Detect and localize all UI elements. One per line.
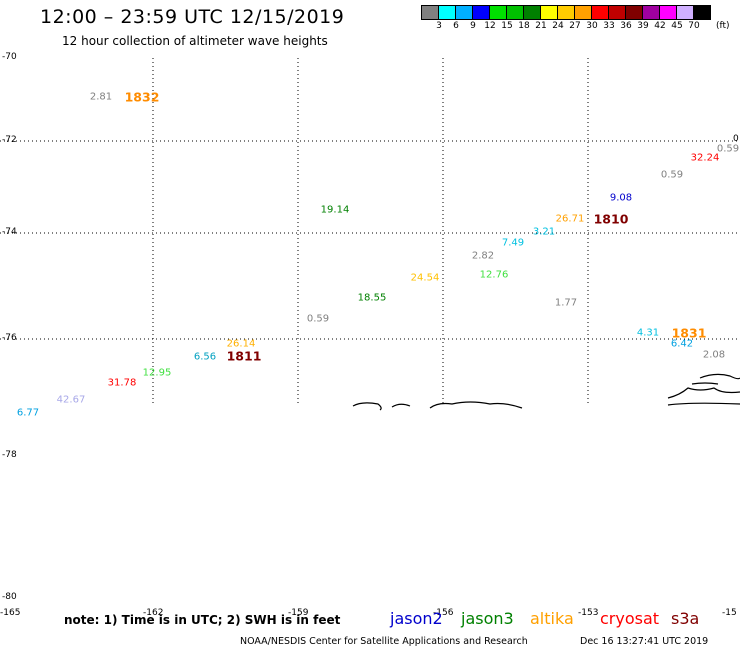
wave-height-label: 18.55 <box>357 292 387 304</box>
pass-time-label: 1832 <box>124 89 160 105</box>
scale-tick-label: 15 <box>501 21 513 31</box>
wave-height-label: 9.08 <box>609 192 633 204</box>
lon-label: -153 <box>578 608 599 618</box>
pass-time-label: 1811 <box>226 348 262 364</box>
footnote: note: 1) Time is in UTC; 2) SWH is in fe… <box>64 613 341 627</box>
scale-tick-label: 12 <box>484 21 496 31</box>
lat-label: -72 <box>2 135 17 145</box>
pass-time-label: 1810 <box>593 211 629 227</box>
scale-tick-label: 27 <box>569 21 581 31</box>
wave-height-label: 4.31 <box>636 327 660 339</box>
wave-height-label: 0.59 <box>716 143 740 155</box>
color-scale-bar <box>421 5 711 20</box>
scale-tick-label: 6 <box>453 21 459 31</box>
credit-line: NOAA/NESDIS Center for Satellite Applica… <box>240 636 528 647</box>
lat-label: -74 <box>2 227 17 237</box>
wave-height-label: 2.81 <box>89 91 113 103</box>
wave-height-label: 3.21 <box>532 226 556 238</box>
scale-tick-label: 45 <box>671 21 683 31</box>
wave-height-label: 12.76 <box>479 269 509 281</box>
satellite-legend-jason3: jason3 <box>461 609 514 628</box>
lat-label: -80 <box>2 592 17 602</box>
wave-height-label: 0.59 <box>660 169 684 181</box>
scale-tick-label: 30 <box>586 21 598 31</box>
wave-height-label: 42.67 <box>56 394 86 406</box>
wave-height-label: 26.14 <box>226 338 256 350</box>
scale-tick-label: 24 <box>552 21 564 31</box>
satellite-legend-altika: altika <box>530 609 574 628</box>
wave-height-label: 2.08 <box>702 349 726 361</box>
wave-height-label: 2.82 <box>471 250 495 262</box>
lon-label: -165 <box>0 608 21 618</box>
scale-tick-label: 42 <box>654 21 666 31</box>
satellite-legend-cryosat: cryosat <box>600 609 660 628</box>
scale-swatch <box>693 5 711 20</box>
wave-height-label: 12.95 <box>142 367 172 379</box>
scale-tick-label: 36 <box>620 21 632 31</box>
lat-label: -78 <box>2 450 17 460</box>
scale-tick-label: 18 <box>518 21 530 31</box>
clipped-label: 0 <box>733 134 739 144</box>
lon-label: -15 <box>722 608 737 618</box>
scale-tick-label: 21 <box>535 21 547 31</box>
scale-tick-label: 39 <box>637 21 649 31</box>
wave-height-label: 31.78 <box>107 377 137 389</box>
map-title: 12:00 – 23:59 UTC 12/15/2019 <box>40 6 345 28</box>
wave-height-label: 24.54 <box>410 272 440 284</box>
scale-tick-label: 70 <box>688 21 700 31</box>
wave-height-label: 6.56 <box>193 351 217 363</box>
scale-tick-label: 9 <box>470 21 476 31</box>
scale-tick-label: 33 <box>603 21 615 31</box>
scale-tick-label: 3 <box>436 21 442 31</box>
map-subtitle: 12 hour collection of altimeter wave hei… <box>62 34 328 48</box>
satellite-legend-s3a: s3a <box>671 609 700 628</box>
generation-timestamp: Dec 16 13:27:41 UTC 2019 <box>580 636 709 647</box>
coastline <box>352 373 740 411</box>
wave-height-label: 6.42 <box>670 338 694 350</box>
wave-height-label: 7.49 <box>501 237 525 249</box>
wave-height-label: 32.24 <box>690 152 720 164</box>
scale-units: (ft) <box>716 21 730 31</box>
wave-height-label: 19.14 <box>320 204 350 216</box>
lon-label: -162 <box>143 608 164 618</box>
lat-label: -70 <box>2 52 17 62</box>
lat-label: -76 <box>2 333 17 343</box>
satellite-legend-jason2: jason2 <box>390 609 443 628</box>
lon-label: -159 <box>288 608 309 618</box>
lon-label: -156 <box>433 608 454 618</box>
graticule <box>0 58 740 405</box>
wave-height-label: 26.71 <box>555 213 585 225</box>
wave-height-label: 0.59 <box>306 313 330 325</box>
pass-time-label: 1831 <box>671 325 707 341</box>
wave-height-label: 1.77 <box>554 297 578 309</box>
wave-height-label: 6.77 <box>16 407 40 419</box>
